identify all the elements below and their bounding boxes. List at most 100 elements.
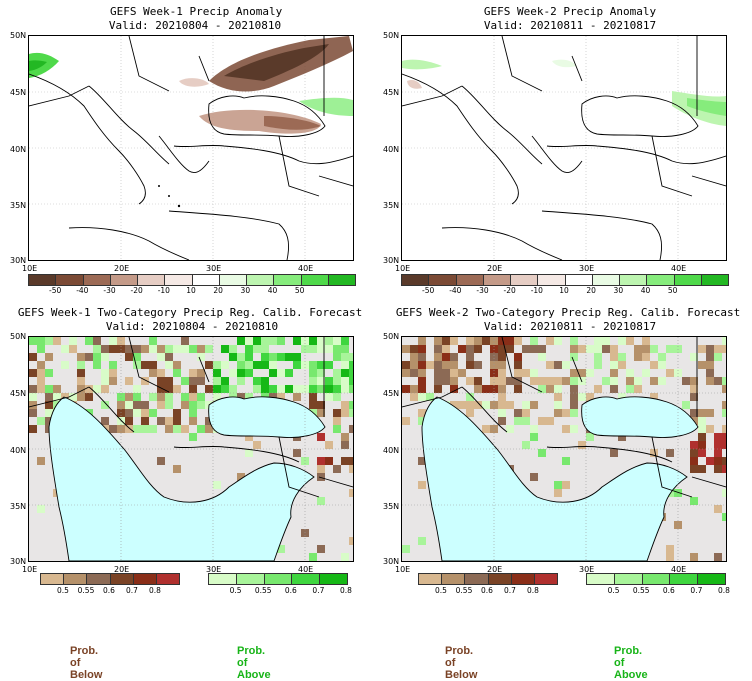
probability-cell — [706, 409, 714, 417]
probability-cell — [714, 465, 722, 473]
probability-cell — [333, 393, 341, 401]
probability-cell — [418, 353, 426, 361]
probability-cell — [570, 337, 578, 345]
probability-cell — [482, 385, 490, 393]
probability-cell — [205, 361, 213, 369]
probability-cell — [325, 393, 333, 401]
colorbar-tick-label: 40 — [640, 286, 651, 295]
probability-cell — [514, 337, 522, 345]
lat-label: 40N — [10, 145, 27, 154]
probability-cell — [253, 337, 261, 345]
probability-cell — [618, 337, 626, 345]
probability-cell — [333, 353, 341, 361]
colorbar-tick-label: -50 — [49, 286, 62, 295]
probability-cell — [498, 345, 506, 353]
probability-cell — [570, 425, 578, 433]
probability-cell — [642, 369, 650, 377]
probability-cell — [37, 377, 45, 385]
colorbar-tick-label: 0.8 — [718, 586, 730, 595]
probability-cell — [634, 353, 642, 361]
lat-label: 30N — [10, 557, 27, 566]
prob-below-legend: Prob. of Below — [70, 645, 103, 681]
probability-cell — [562, 409, 570, 417]
probability-cell — [333, 425, 341, 433]
lon-label: 10E — [395, 565, 411, 574]
colorbar-tick-label: 0.7 — [312, 586, 325, 595]
prob-above-colorbar — [208, 573, 348, 585]
probability-cell — [173, 425, 181, 433]
probability-cell — [317, 409, 325, 417]
colorbar-swatch — [263, 574, 292, 584]
probability-cell — [674, 521, 682, 529]
probability-cell — [309, 377, 317, 385]
probability-cell — [522, 401, 530, 409]
probability-cell — [333, 369, 341, 377]
probability-cell — [341, 553, 349, 561]
probability-cell — [277, 353, 285, 361]
probability-cell — [602, 377, 610, 385]
probability-cell — [466, 353, 474, 361]
colorbar-swatch — [209, 574, 236, 584]
anomaly-colorbar — [401, 274, 729, 286]
probability-cell — [269, 353, 277, 361]
probability-cell — [277, 337, 285, 345]
map-week1-anomaly — [28, 35, 354, 261]
colorbar-tick-label: 0.5 — [435, 586, 447, 595]
colorbar-swatch — [464, 574, 488, 584]
colorbar-swatch — [697, 574, 725, 584]
map-week1-probability — [28, 336, 354, 562]
probability-cell — [554, 393, 562, 401]
colorbar-tick-label: -50 — [422, 286, 435, 295]
probability-cell — [514, 417, 522, 425]
probability-cell — [245, 369, 253, 377]
probability-cell — [205, 345, 213, 353]
probability-cell — [85, 337, 93, 345]
probability-cell — [610, 353, 618, 361]
probability-cell — [45, 417, 53, 425]
probability-cell — [570, 353, 578, 361]
probability-cell — [570, 377, 578, 385]
colorbar-swatch — [533, 574, 558, 584]
probability-cell — [602, 337, 610, 345]
probability-cell — [333, 337, 341, 345]
colorbar-swatch — [700, 275, 728, 285]
probability-cell — [706, 377, 714, 385]
probability-cell — [317, 337, 325, 345]
probability-cell — [165, 385, 173, 393]
panel-valid-dates: Valid: 20210804 - 20210810 — [105, 320, 279, 333]
probability-cell — [29, 425, 37, 433]
lat-label: 45N — [10, 389, 27, 398]
probability-cell — [197, 353, 205, 361]
probability-cell — [666, 369, 674, 377]
probability-cell — [554, 385, 562, 393]
probability-cell — [682, 401, 690, 409]
probability-cell — [546, 417, 554, 425]
probability-cell — [213, 481, 221, 489]
colorbar-tick-label: -30 — [476, 286, 489, 295]
probability-cell — [706, 345, 714, 353]
probability-cell — [349, 465, 353, 473]
probability-cell — [594, 361, 602, 369]
colorbar-tick-label: -10 — [157, 286, 170, 295]
probability-cell — [69, 345, 77, 353]
probability-cell — [418, 385, 426, 393]
probability-cell — [101, 401, 109, 409]
probability-cell — [450, 361, 458, 369]
probability-cell — [466, 377, 474, 385]
lat-label: 35N — [10, 502, 27, 511]
probability-cell — [650, 345, 658, 353]
colorbar-swatch — [82, 275, 110, 285]
colorbar-tick-label: 40 — [267, 286, 278, 295]
probability-cell — [133, 361, 141, 369]
probability-cell — [498, 385, 506, 393]
probability-cell — [538, 345, 546, 353]
probability-cell — [133, 353, 141, 361]
prob-below-legend: Prob. of Below — [445, 645, 478, 681]
probability-cell — [349, 489, 353, 497]
colorbar-swatch — [613, 574, 642, 584]
probability-cell — [141, 417, 149, 425]
probability-cell — [498, 377, 506, 385]
probability-cell — [506, 401, 514, 409]
probability-cell — [418, 361, 426, 369]
probability-cell — [341, 369, 349, 377]
